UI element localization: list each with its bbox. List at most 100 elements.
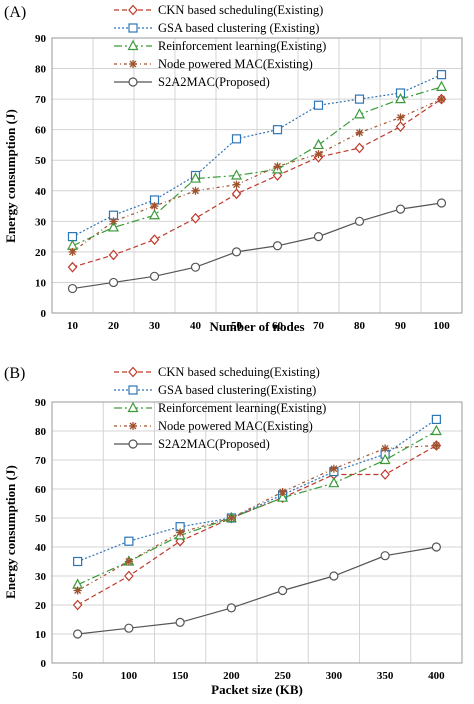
legend: CKN based scheduing(Existing) GSA based c… [114,365,326,451]
data-point [73,556,83,567]
x-tick-label: 40 [190,320,202,332]
y-tick-label: 70 [35,94,47,106]
data-point [278,487,287,496]
data-point [396,113,405,122]
data-point [273,162,282,171]
series-line [77,444,437,592]
y-tick-label: 20 [35,247,47,259]
y-axis-title: Energy consumption (J) [3,465,18,599]
legend-label: Node powered MAC(Existing) [158,419,313,433]
data-point [313,138,324,150]
data-point [395,92,406,104]
data-point [272,241,283,251]
series-5 [67,198,447,294]
data-point [191,186,200,195]
legend-item: CKN based scheduing(Existing) [114,365,320,379]
data-point [395,121,406,133]
legend-label: CKN based scheduling(Existing) [158,3,323,17]
data-point [431,414,441,424]
x-axis-title: Number of nodes [209,319,304,334]
x-tick-label: 150 [172,670,189,682]
data-point [231,188,242,200]
data-point [108,221,119,232]
plot-frame [51,401,463,664]
legend-label: S2A2MAC(Proposed) [158,75,270,89]
x-tick-label: 100 [121,670,138,682]
y-tick-label: 0 [41,658,47,670]
data-point [73,586,82,595]
data-point [278,585,288,596]
data-point [436,80,447,91]
data-point [149,271,160,281]
legend-label: Reinforcement learning(Existing) [158,401,326,415]
chart-panel-a: (A) 0 10 20 30 40 50 60 70 80 90 10 20 30 40 50 60 70 80 90… [3,3,463,334]
plot-frame [51,37,463,314]
series-line [72,202,442,290]
y-tick-label: 80 [35,426,47,438]
y-tick-label: 90 [35,33,47,45]
data-point [329,464,338,473]
series-3 [67,80,447,250]
legend-label: CKN based scheduing(Existing) [158,365,320,379]
y-tick-label: 40 [35,186,47,198]
legend-item: Node powered MAC(Existing) [114,419,313,433]
data-point [175,617,185,628]
legend-label: S2A2MAC(Proposed) [158,437,270,451]
legend-marker [128,385,138,395]
x-tick-label: 80 [354,320,366,332]
data-point [109,217,118,226]
data-point [313,100,324,110]
x-tick-label: 70 [313,320,325,332]
x-tick-label: 10 [67,320,79,332]
data-point [231,247,242,257]
data-point [354,108,365,119]
data-point [354,142,365,154]
data-point [124,623,134,633]
data-point [380,551,390,561]
y-tick-label: 40 [35,542,47,554]
y-tick-label: 20 [35,600,47,612]
data-point [226,603,236,613]
data-point [354,216,365,226]
y-tick-label: 90 [35,397,47,409]
legend-marker [129,422,137,430]
y-axis-title: Energy consumption (J) [3,109,18,243]
series-4 [73,441,441,595]
legend-item: GSA based clustering(Existing) [114,383,316,397]
data-point [437,95,446,104]
data-point [432,441,441,450]
x-tick-label: 100 [433,320,450,332]
series-line [72,98,442,253]
series-line [77,430,437,586]
data-point [328,476,340,488]
y-tick-label: 30 [35,571,47,583]
legend-item: S2A2MAC(Proposed) [114,437,270,451]
x-tick-label: 60 [272,320,284,332]
data-point [67,232,78,242]
y-tick-label: 60 [35,484,47,496]
series-4 [68,95,446,256]
legend-marker [128,439,138,449]
x-tick-label: 400 [428,670,445,682]
legend-item: Reinforcement learning(Existing) [114,401,326,415]
legend-marker [127,401,139,413]
y-tick-label: 80 [35,64,47,76]
legend-marker [128,23,138,33]
legend-item: S2A2MAC(Proposed) [114,75,270,89]
y-tick-label: 50 [35,155,47,167]
data-point [108,249,119,261]
data-point [430,424,442,436]
data-point [277,491,289,502]
y-tick-label: 10 [35,277,47,289]
data-point [431,542,441,552]
data-point [379,453,391,465]
data-point [190,212,201,224]
data-point [272,125,283,135]
data-point [380,469,390,480]
data-point [124,536,134,546]
data-point [314,150,323,159]
data-point [124,570,134,582]
series-line [72,86,442,247]
data-point [354,94,365,104]
legend-item: Node powered MAC(Existing) [114,57,313,71]
